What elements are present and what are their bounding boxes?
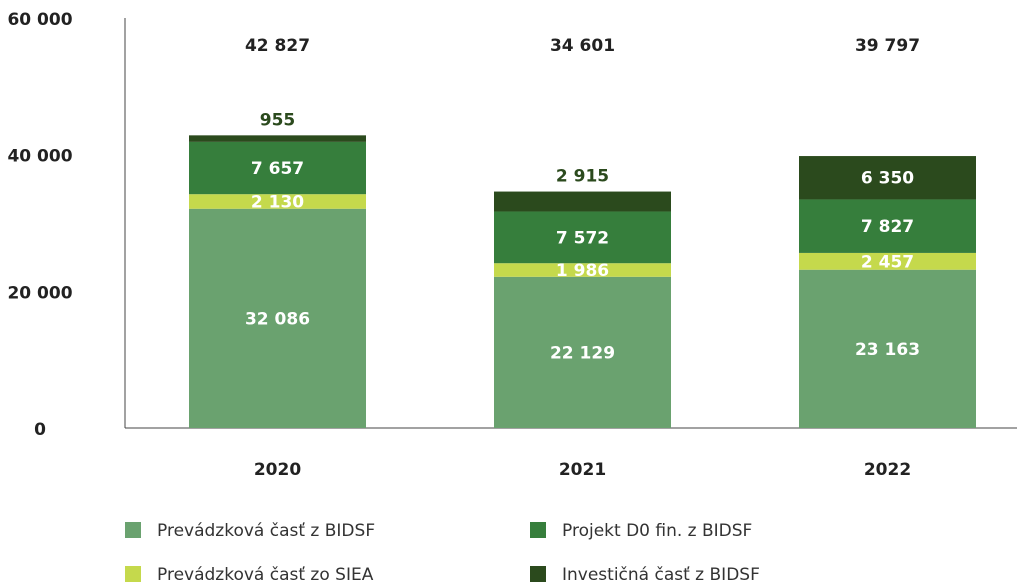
bar-segment <box>799 252 976 270</box>
data-label: 7 827 <box>861 217 914 237</box>
bar-segment <box>494 191 671 212</box>
x-tick-label: 2020 <box>254 460 301 480</box>
x-tick-label: 2022 <box>864 460 911 480</box>
legend-marker <box>530 522 546 538</box>
legend-label: Prevádzková časť z BIDSF <box>157 521 375 541</box>
total-label: 42 827 <box>245 36 310 56</box>
bar-segment <box>189 194 366 209</box>
y-tick-label: 40 000 <box>7 147 72 167</box>
bar-segment <box>189 208 366 428</box>
x-tick-label: 2021 <box>559 460 606 480</box>
y-tick-label: 0 <box>34 420 46 440</box>
bar-segment <box>494 211 671 264</box>
total-label: 39 797 <box>855 36 920 56</box>
data-label: 2 457 <box>861 252 914 272</box>
bar-segment <box>189 135 366 142</box>
y-tick-label: 20 000 <box>7 283 72 303</box>
data-label: 2 130 <box>251 192 304 212</box>
legend-marker <box>125 566 141 582</box>
legend-marker <box>125 522 141 538</box>
bar-segment <box>189 141 366 195</box>
legend-marker <box>530 566 546 582</box>
data-label: 32 086 <box>245 309 310 329</box>
bar-segment <box>494 263 671 277</box>
data-label: 22 129 <box>550 343 615 363</box>
bar-segment <box>494 276 671 428</box>
bar-segment <box>799 199 976 253</box>
data-label: 7 657 <box>251 159 304 179</box>
data-label: 23 163 <box>855 340 920 360</box>
legend-label: Prevádzková časť zo SIEA <box>157 565 374 585</box>
data-label: 955 <box>260 110 296 130</box>
data-label: 6 350 <box>861 169 914 189</box>
y-tick-label: 60 000 <box>7 10 72 30</box>
legend-label: Projekt D0 fin. z BIDSF <box>562 521 752 541</box>
data-label: 2 915 <box>556 167 609 187</box>
bar-segment <box>799 156 976 200</box>
bar-segment <box>799 269 976 428</box>
data-label: 1 986 <box>556 261 609 281</box>
data-label: 7 572 <box>556 228 609 248</box>
total-label: 34 601 <box>550 36 615 56</box>
legend-label: Investičná časť z BIDSF <box>562 565 760 585</box>
